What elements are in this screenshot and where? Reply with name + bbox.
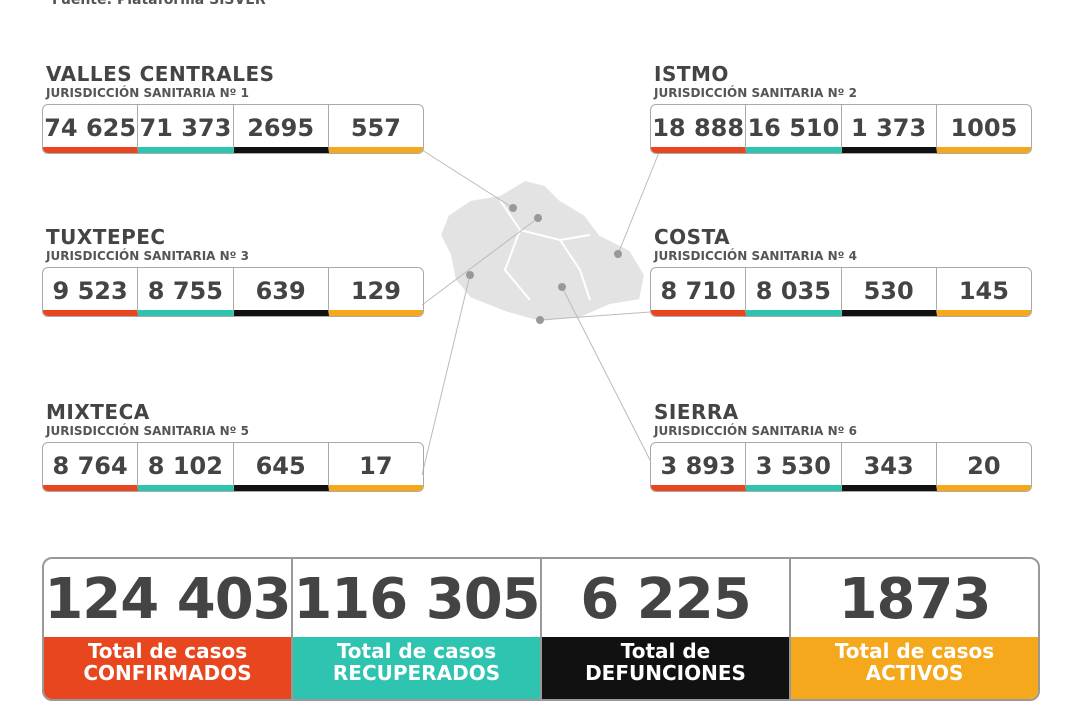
total-label-line: Total de casos xyxy=(336,639,497,663)
region-name: COSTA xyxy=(654,225,731,249)
total-label: Total de casos ACTIVOS xyxy=(791,637,1038,699)
region-value: 1005 xyxy=(936,105,1031,153)
totals: 124 403 Total de casos CONFIRMADOS 116 305 T… xyxy=(42,557,1040,701)
region-subtitle: JURISDICCIÓN SANITARIA Nº 6 xyxy=(654,424,857,438)
dots xyxy=(466,204,622,324)
total-label: Total de casos CONFIRMADOS xyxy=(44,637,291,699)
region: VALLES CENTRALES JURISDICCIÓN SANITARIA N… xyxy=(42,62,424,154)
region-value: 16 510 xyxy=(746,105,842,153)
region-name: TUXTEPEC xyxy=(46,225,166,249)
total: 116 305 Total de casos RECUPERADOS xyxy=(293,559,542,699)
total-label-line: Total de casos xyxy=(834,639,995,663)
total-label: Total de casos RECUPERADOS xyxy=(293,637,540,699)
total-value: 6 225 xyxy=(580,567,751,632)
total-value: 1873 xyxy=(838,567,992,632)
region-subtitle: JURISDICCIÓN SANITARIA Nº 5 xyxy=(46,424,249,438)
region-name: MIXTECA xyxy=(46,400,150,424)
region-value: 8 035 xyxy=(746,268,842,316)
total-label-line: ACTIVOS xyxy=(865,661,964,685)
region-subtitle: JURISDICCIÓN SANITARIA Nº 3 xyxy=(46,249,249,263)
region-value: 557 xyxy=(328,105,423,153)
region-values: 8 710 8 035 530 145 xyxy=(650,267,1032,317)
region-value: 3 530 xyxy=(746,443,842,491)
total-label: Total de DEFUNCIONES xyxy=(542,637,789,699)
region-values: 18 888 16 510 1 373 1005 xyxy=(650,104,1032,154)
region-value: 2695 xyxy=(233,105,329,153)
region-value: 530 xyxy=(841,268,937,316)
region-value: 17 xyxy=(328,443,423,491)
region-value: 74 625 xyxy=(43,105,139,153)
total-value: 116 305 xyxy=(293,567,540,632)
total: 1873 Total de casos ACTIVOS xyxy=(791,559,1038,699)
map-shape xyxy=(438,178,647,324)
region-value: 8 102 xyxy=(138,443,234,491)
region: SIERRA JURISDICCIÓN SANITARIA Nº 6 3 893 3 … xyxy=(650,400,1032,492)
region-value: 9 523 xyxy=(43,268,139,316)
source: Fuente: Plataforma SISVER xyxy=(52,0,266,8)
total: 6 225 Total de DEFUNCIONES xyxy=(542,559,791,699)
region-name: SIERRA xyxy=(654,400,739,424)
region-value: 129 xyxy=(328,268,423,316)
region-value: 8 755 xyxy=(138,268,234,316)
total-value: 124 403 xyxy=(44,567,291,632)
region-value: 3 893 xyxy=(651,443,747,491)
region-value: 343 xyxy=(841,443,937,491)
region-value: 639 xyxy=(233,268,329,316)
map xyxy=(421,149,661,476)
total-label-line: Total de casos xyxy=(87,639,248,663)
region-values: 8 764 8 102 645 17 xyxy=(42,442,424,492)
total-label-line: CONFIRMADOS xyxy=(83,661,252,685)
region-values: 3 893 3 530 343 20 xyxy=(650,442,1032,492)
total-label-line: RECUPERADOS xyxy=(332,661,501,685)
region-value: 8 710 xyxy=(651,268,747,316)
region: TUXTEPEC JURISDICCIÓN SANITARIA Nº 3 9 523… xyxy=(42,225,424,317)
region-values: 74 625 71 373 2695 557 xyxy=(42,104,424,154)
total-label-line: DEFUNCIONES xyxy=(585,661,746,685)
region-name: VALLES CENTRALES xyxy=(46,62,275,86)
region-subtitle: JURISDICCIÓN SANITARIA Nº 4 xyxy=(654,249,857,263)
region-name: ISTMO xyxy=(654,62,729,86)
total-label-line: Total de xyxy=(620,639,711,663)
region-value: 18 888 xyxy=(651,105,747,153)
region-value: 145 xyxy=(936,268,1031,316)
region-values: 9 523 8 755 639 129 xyxy=(42,267,424,317)
page: {"source": "Fuente: Plataforma SISVER", … xyxy=(42,0,1040,701)
region: ISTMO JURISDICCIÓN SANITARIA Nº 2 18 888 16… xyxy=(650,62,1032,154)
total: 124 403 Total de casos CONFIRMADOS xyxy=(44,559,293,699)
region: COSTA JURISDICCIÓN SANITARIA Nº 4 8 710 8 0… xyxy=(650,225,1032,317)
region-value: 71 373 xyxy=(138,105,234,153)
region-subtitle: JURISDICCIÓN SANITARIA Nº 2 xyxy=(654,86,857,100)
region-value: 1 373 xyxy=(841,105,937,153)
region-value: 20 xyxy=(936,443,1031,491)
region-value: 645 xyxy=(233,443,329,491)
connectors xyxy=(421,149,661,476)
region-value: 8 764 xyxy=(43,443,139,491)
region-subtitle: JURISDICCIÓN SANITARIA Nº 1 xyxy=(46,86,249,100)
region: MIXTECA JURISDICCIÓN SANITARIA Nº 5 8 764 8… xyxy=(42,400,424,492)
map-borders xyxy=(499,199,591,301)
